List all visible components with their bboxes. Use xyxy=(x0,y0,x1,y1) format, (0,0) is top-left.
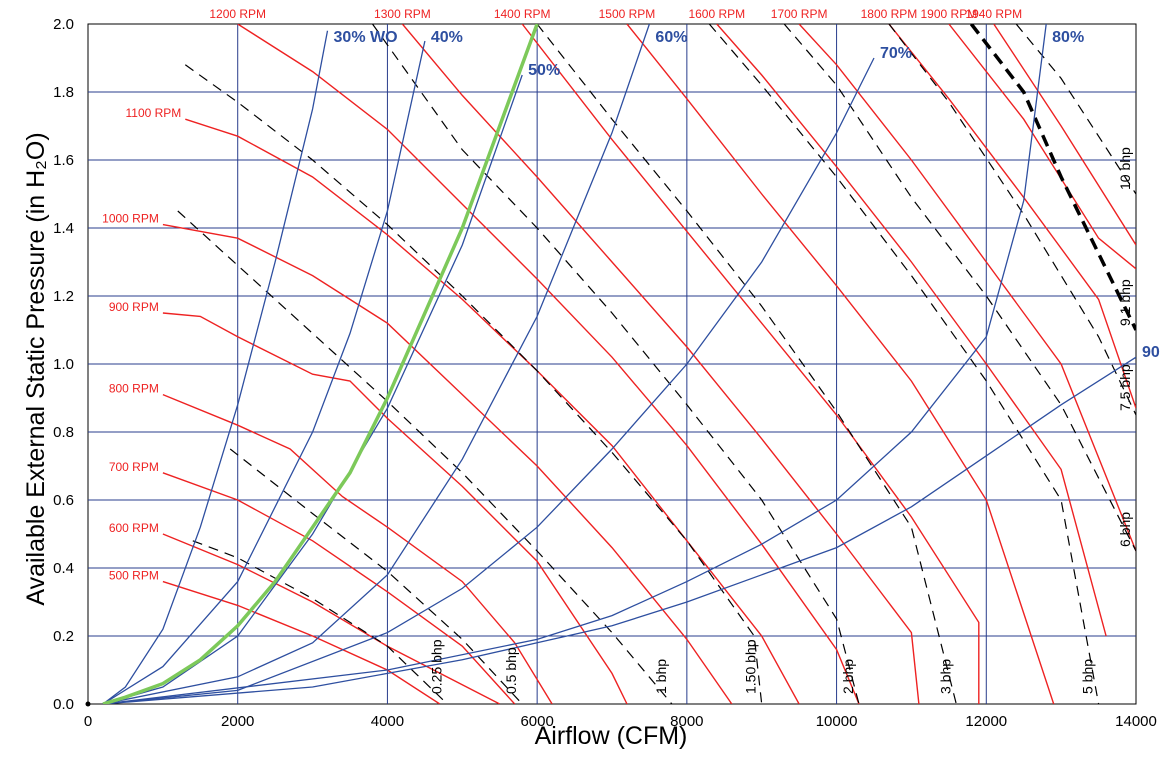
efficiency-label-30-wo: 30% WO xyxy=(334,29,398,46)
efficiency-label-60: 60% xyxy=(655,29,687,46)
y-axis-title: Available External Static Pressure (in H… xyxy=(22,132,50,605)
efficiency-label-50: 50% xyxy=(528,62,560,79)
rpm-curve-600-rpm xyxy=(162,533,501,704)
rpm-curve-700-rpm xyxy=(162,472,516,704)
bhp-label-7-5-bhp: 7.5 bhp xyxy=(1117,364,1133,411)
y-tick-label: 1.0 xyxy=(53,356,74,373)
x-tick-label: 8000 xyxy=(670,713,703,730)
rpm-label-600-rpm: 600 RPM xyxy=(109,521,159,535)
bhp-label-1-bhp: 1 bhp xyxy=(653,659,669,694)
rpm-label-1940-rpm: 1940 RPM xyxy=(965,7,1022,21)
y-tick-label: 0.4 xyxy=(53,560,74,577)
rpm-curve-1500-rpm xyxy=(626,24,1055,704)
efficiency-curve-50 xyxy=(102,74,523,704)
x-axis-title: Airflow (CFM) xyxy=(535,722,688,750)
efficiency-curve-30-wo xyxy=(102,30,329,704)
x-tick-label: 0 xyxy=(84,713,92,730)
rpm-label-1800-rpm: 1800 RPM xyxy=(861,7,918,21)
bhp-curve-2-bhp xyxy=(372,24,860,704)
y-tick-label: 2.0 xyxy=(53,16,74,33)
rpm-label-800-rpm: 800 RPM xyxy=(109,382,159,396)
bhp-label-5-bhp: 5 bhp xyxy=(1080,659,1096,694)
rpm-label-1700-rpm: 1700 RPM xyxy=(771,7,828,21)
curve-labels: 500 RPM 600 RPM 700 RPM 800 RPM 900 RPM 1000 … xyxy=(102,7,1160,694)
bhp-label-10-bhp: 10 bhp xyxy=(1117,147,1133,190)
highlight-curve xyxy=(102,24,539,704)
efficiency-label-40: 40% xyxy=(431,29,463,46)
rpm-label-1600-rpm: 1600 RPM xyxy=(688,7,745,21)
grid xyxy=(88,24,1136,704)
y-tick-label: 0.2 xyxy=(53,628,74,645)
rpm-curve-1600-rpm xyxy=(716,24,1107,637)
rpm-curve-1300-rpm xyxy=(401,24,920,704)
rpm-label-700-rpm: 700 RPM xyxy=(109,460,159,474)
y-tick-label: 1.2 xyxy=(53,288,74,305)
rpm-label-1200-rpm: 1200 RPM xyxy=(209,7,266,21)
efficiency-label-80: 80% xyxy=(1052,29,1084,46)
rpm-curve-900-rpm xyxy=(162,312,628,704)
plot-area xyxy=(85,23,1137,707)
rpm-label-1100-rpm: 1100 RPM xyxy=(126,106,182,120)
efficiency-curve-90 xyxy=(102,356,1136,704)
bhp-curve-6-bhp xyxy=(783,24,1136,552)
rpm-label-1500-rpm: 1500 RPM xyxy=(599,7,656,21)
x-tick-label: 2000 xyxy=(221,713,254,730)
efficiency-curves xyxy=(102,24,1136,704)
x-tick-label: 10000 xyxy=(816,713,858,730)
origin-marker xyxy=(85,701,91,707)
efficiency-label-70: 70% xyxy=(880,45,912,62)
rpm-curve-1400-rpm xyxy=(521,24,980,704)
rpm-curve-1700-rpm xyxy=(798,24,1136,552)
bhp-curve-9-1-bhp xyxy=(969,24,1136,331)
rpm-curve-800-rpm xyxy=(162,393,553,704)
y-tick-label: 1.6 xyxy=(53,152,74,169)
y-tick-label: 0.0 xyxy=(53,696,74,713)
efficiency-label-90: 90% xyxy=(1142,344,1160,361)
rpm-label-900-rpm: 900 RPM xyxy=(109,300,159,314)
bhp-label-0-25-bhp: 0.25 bhp xyxy=(428,639,444,694)
y-tick-label: 0.8 xyxy=(53,424,74,441)
rpm-label-1900-rpm: 1900 RPM xyxy=(921,7,978,21)
rpm-label-1400-rpm: 1400 RPM xyxy=(494,7,551,21)
rpm-label-1000-rpm: 1000 RPM xyxy=(102,212,159,226)
y-tick-label: 1.4 xyxy=(53,220,74,237)
rpm-label-1300-rpm: 1300 RPM xyxy=(374,7,431,21)
x-tick-label: 6000 xyxy=(520,713,553,730)
rpm-label-500-rpm: 500 RPM xyxy=(109,569,159,583)
bhp-curve-1-50-bhp xyxy=(184,64,763,704)
bhp-label-9-1-bhp: 9.1 bhp xyxy=(1117,279,1133,326)
efficiency-curve-70 xyxy=(102,57,875,704)
rpm-curve-500-rpm xyxy=(162,580,441,704)
bhp-label-1-50-bhp: 1.50 bhp xyxy=(743,639,759,694)
tick-labels: 0 2000 4000 6000 8000 10000 12000 14000 0.0 0.2 0.… xyxy=(53,16,1157,730)
bhp-curve-10-bhp xyxy=(1015,24,1136,195)
bhp-curve-0-5-bhp xyxy=(229,448,523,704)
bhp-curve-3-bhp xyxy=(536,24,957,704)
efficiency-curve-40 xyxy=(102,40,426,704)
rpm-curve-1000-rpm xyxy=(162,223,733,704)
rpm-curve-1940-rpm xyxy=(993,24,1136,246)
x-tick-label: 14000 xyxy=(1115,713,1157,730)
highlight-curve-group xyxy=(102,24,539,704)
bhp-label-0-5-bhp: 0.5 bhp xyxy=(503,647,519,694)
bhp-label-2-bhp: 2 bhp xyxy=(840,659,856,694)
y-tick-label: 1.8 xyxy=(53,84,74,101)
efficiency-curve-80 xyxy=(102,24,1047,704)
efficiency-curve-60 xyxy=(102,24,651,704)
bhp-label-3-bhp: 3 bhp xyxy=(937,659,953,694)
rpm-curve-1200-rpm xyxy=(237,24,860,704)
x-tick-label: 4000 xyxy=(371,713,404,730)
bhp-label-6-bhp: 6 bhp xyxy=(1117,512,1133,547)
x-tick-label: 12000 xyxy=(965,713,1007,730)
y-tick-label: 0.6 xyxy=(53,492,74,509)
